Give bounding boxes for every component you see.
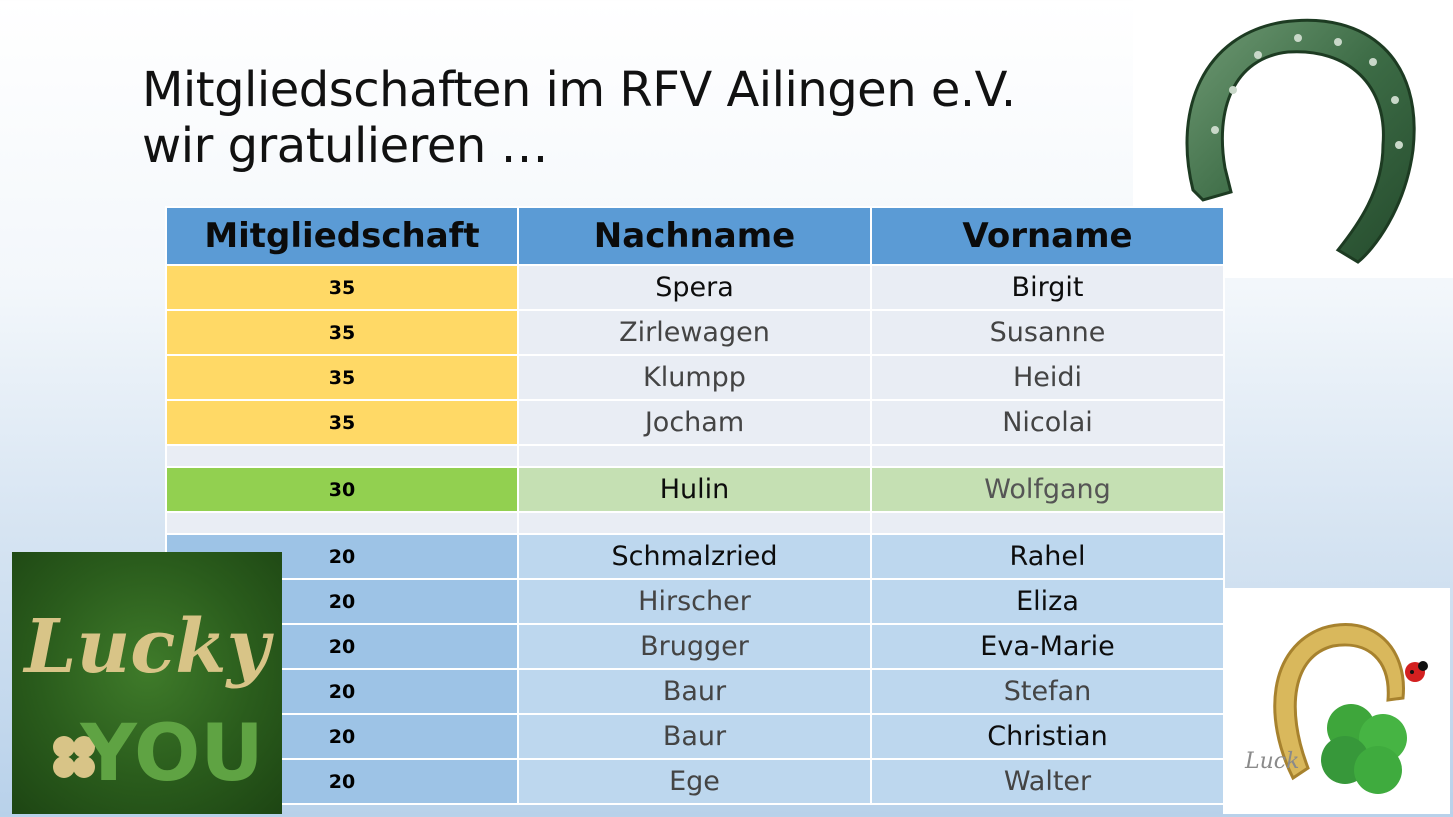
firstname-cell: Susanne: [870, 309, 1225, 356]
lastname-cell: Jocham: [517, 399, 872, 446]
table-row: 35 Zirlewagen Susanne: [165, 309, 1225, 356]
table-row: 30 Hulin Wolfgang: [165, 466, 1225, 513]
spacer-cell: [870, 444, 1225, 468]
clover-icon: [53, 736, 95, 778]
firstname-cell: Nicolai: [870, 399, 1225, 446]
ladybug-icon: [1405, 661, 1428, 682]
firstname-cell: Rahel: [870, 533, 1225, 580]
spacer-cell: [517, 444, 872, 468]
lastname-cell: Ege: [517, 758, 872, 805]
lastname-cell: Schmalzried: [517, 533, 872, 580]
firstname-cell: Eva-Marie: [870, 623, 1225, 670]
spacer-cell: [165, 444, 519, 468]
lastname-cell: Klumpp: [517, 354, 872, 401]
table-row: 20 Baur Christian: [165, 713, 1225, 760]
luck-script: Luck: [1244, 749, 1299, 774]
lastname-cell: Baur: [517, 713, 872, 760]
table-row: 35 Jocham Nicolai: [165, 399, 1225, 446]
table-spacer-row: [165, 511, 1225, 535]
horseshoe-icon: [1185, 18, 1416, 264]
table-row: 35 Klumpp Heidi: [165, 354, 1225, 401]
you-text: YOU: [79, 709, 263, 799]
years-cell: 30: [165, 466, 519, 513]
table-header-row: Mitgliedschaft Nachname Vorname: [165, 206, 1225, 266]
title-line-2: wir gratulieren …: [142, 118, 549, 174]
lastname-cell: Hirscher: [517, 578, 872, 625]
spacer-cell: [165, 511, 519, 535]
spacer-cell: [870, 511, 1225, 535]
header-vorname: Vorname: [870, 206, 1225, 266]
years-cell: 35: [165, 264, 519, 311]
lastname-cell: Brugger: [517, 623, 872, 670]
firstname-cell: Heidi: [870, 354, 1225, 401]
header-mitgliedschaft: Mitgliedschaft: [165, 206, 519, 266]
years-cell: 35: [165, 399, 519, 446]
table-spacer-row: [165, 444, 1225, 468]
firstname-cell: Christian: [870, 713, 1225, 760]
lucky-script: Lucky: [22, 604, 274, 690]
years-cell: 35: [165, 354, 519, 401]
lastname-cell: Zirlewagen: [517, 309, 872, 356]
header-nachname: Nachname: [517, 206, 872, 266]
lucky-you-icon: Lucky YOU: [22, 604, 274, 799]
table-row: 20 Hirscher Eliza: [165, 578, 1225, 625]
spacer-cell: [517, 511, 872, 535]
lastname-cell: Baur: [517, 668, 872, 715]
firstname-cell: Birgit: [870, 264, 1225, 311]
years-cell: 35: [165, 309, 519, 356]
firstname-cell: Eliza: [870, 578, 1225, 625]
lucky-you-image: Lucky YOU: [12, 552, 282, 814]
lastname-cell: Spera: [517, 264, 872, 311]
table-row: 35 Spera Birgit: [165, 264, 1225, 311]
firstname-cell: Wolfgang: [870, 466, 1225, 513]
lastname-cell: Hulin: [517, 466, 872, 513]
membership-table: Mitgliedschaft Nachname Vorname 35 Spera…: [165, 206, 1225, 805]
table-row: 20 Baur Stefan: [165, 668, 1225, 715]
table-row: 20 Schmalzried Rahel: [165, 533, 1225, 580]
table-row: 20 Ege Walter: [165, 758, 1225, 805]
clover-horseshoe-image: Luck: [1223, 588, 1450, 814]
firstname-cell: Walter: [870, 758, 1225, 805]
table-row: 20 Brugger Eva-Marie: [165, 623, 1225, 670]
slide-title: Mitgliedschaften im RFV Ailingen e.V. wi…: [142, 62, 1142, 174]
golden-horseshoe-icon: Luck: [1244, 623, 1428, 794]
firstname-cell: Stefan: [870, 668, 1225, 715]
title-line-1: Mitgliedschaften im RFV Ailingen e.V.: [142, 62, 1016, 118]
four-leaf-clover-icon: [1321, 704, 1407, 794]
